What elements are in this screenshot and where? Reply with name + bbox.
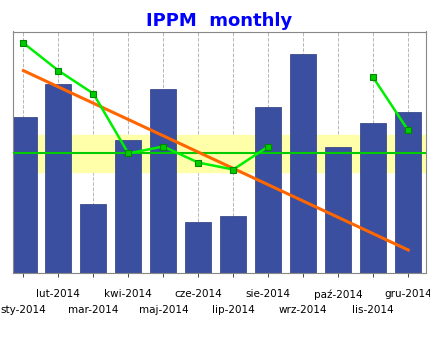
Text: sty-2014: sty-2014	[0, 305, 46, 315]
Text: gru-2014: gru-2014	[384, 289, 430, 299]
Bar	[220, 216, 246, 273]
Bar	[10, 117, 37, 273]
Bar	[325, 147, 351, 273]
Text: mar-2014: mar-2014	[68, 305, 119, 315]
Bar	[13, 135, 426, 172]
Bar	[255, 107, 281, 273]
Text: wrz-2014: wrz-2014	[279, 305, 328, 315]
Bar	[115, 140, 141, 273]
Text: lis-2014: lis-2014	[353, 305, 394, 315]
Text: paź-2014: paź-2014	[314, 289, 362, 300]
Title: IPPM  monthly: IPPM monthly	[146, 12, 292, 30]
Text: maj-2014: maj-2014	[138, 305, 188, 315]
Bar	[80, 204, 107, 273]
Text: cze-2014: cze-2014	[175, 289, 222, 299]
Text: lip-2014: lip-2014	[212, 305, 255, 315]
Bar	[150, 89, 176, 273]
Bar	[45, 84, 71, 273]
Bar	[360, 124, 386, 273]
Bar	[185, 222, 212, 273]
Bar	[395, 112, 421, 273]
Text: kwi-2014: kwi-2014	[104, 289, 152, 299]
Text: lut-2014: lut-2014	[37, 289, 80, 299]
Bar	[290, 55, 316, 273]
Text: sie-2014: sie-2014	[246, 289, 291, 299]
